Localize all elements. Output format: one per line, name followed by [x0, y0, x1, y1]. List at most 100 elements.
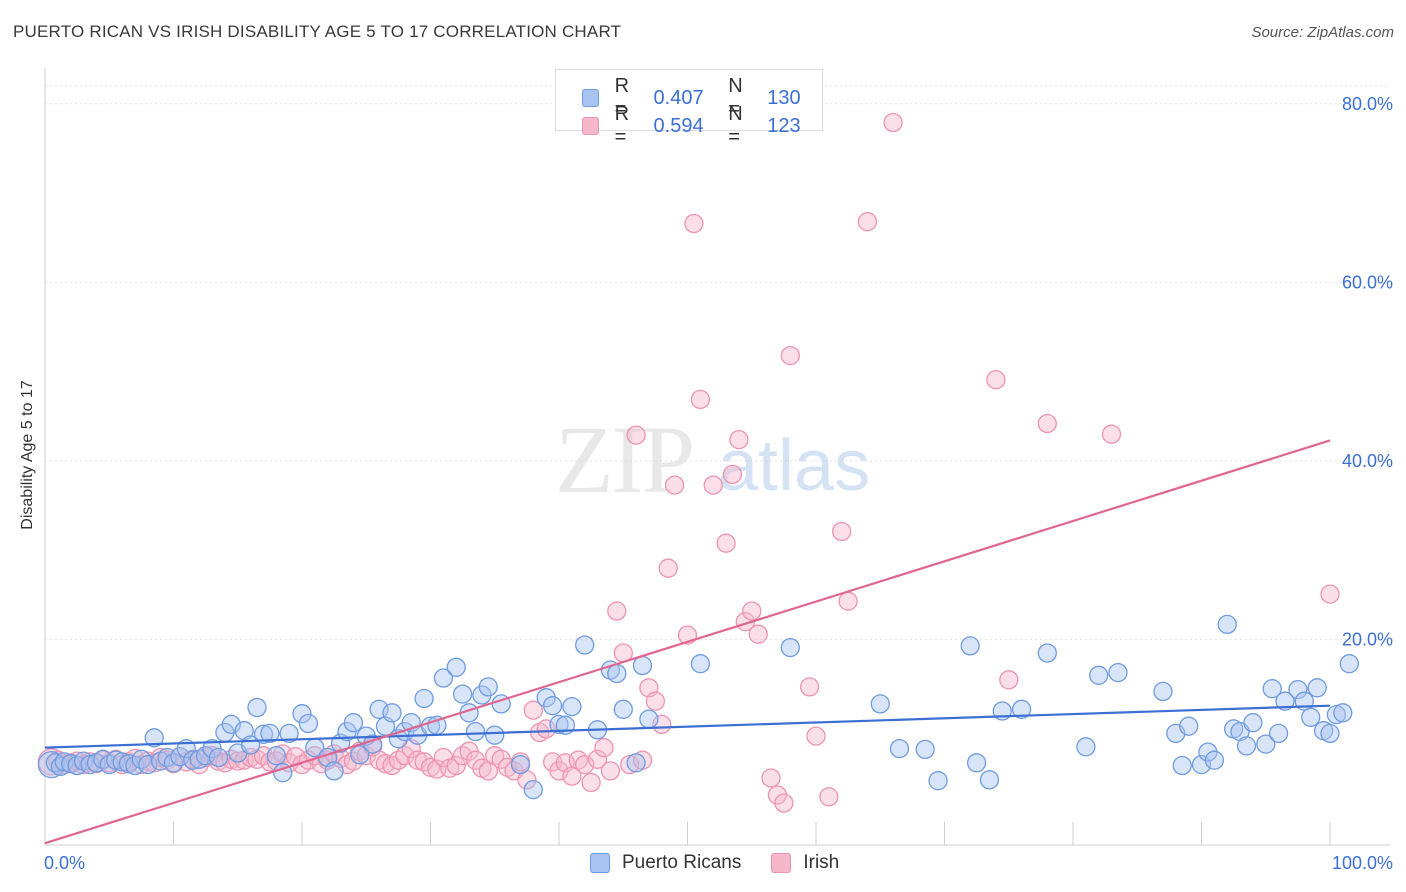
data-point [889, 738, 910, 759]
trend-lines [44, 439, 1331, 845]
legend-r-value: 0.407 [653, 86, 704, 109]
trend-line-irish [44, 439, 1331, 845]
data-point [253, 724, 274, 744]
y-axis-label: Disability Age 5 to 17 [19, 380, 36, 530]
data-point [1288, 679, 1308, 700]
data-point [639, 709, 659, 729]
data-point [986, 370, 1006, 390]
data-point [1153, 681, 1173, 702]
data-point [645, 691, 666, 711]
data-point [279, 723, 299, 744]
series-swatch-pink [771, 853, 792, 873]
gridlines [44, 68, 1390, 846]
data-point [1301, 707, 1321, 727]
data-point [838, 591, 858, 611]
y-tick-label: 40.0% [1342, 451, 1393, 471]
data-point [485, 725, 505, 745]
data-point [832, 521, 852, 542]
data-point [343, 713, 364, 733]
legend-n-value: 123 [767, 114, 801, 137]
legend-swatch-pink [582, 117, 599, 135]
data-point [607, 663, 627, 684]
data-point [208, 747, 229, 768]
data-point [761, 768, 781, 788]
data-point [774, 793, 794, 813]
data-point [247, 697, 267, 718]
data-point [600, 761, 621, 781]
legend-n-label: N = [728, 75, 743, 120]
data-point [1172, 755, 1192, 776]
data-point [928, 771, 948, 791]
watermark-atlas: atlas [718, 426, 870, 506]
data-point [999, 670, 1019, 690]
legend-n-value: 130 [767, 86, 801, 109]
data-point [613, 699, 633, 719]
correlation-legend: R = 0.407 N = 130 R = 0.594 N = 123 [555, 69, 823, 148]
data-point [1179, 716, 1199, 736]
data-point [510, 754, 531, 775]
data-point [183, 750, 203, 770]
legend-r-label: R = [614, 103, 630, 148]
data-point [575, 754, 595, 775]
watermark: ZIP atlas [555, 406, 870, 513]
data-point [1076, 737, 1096, 757]
data-point [1037, 413, 1057, 434]
data-point [1236, 736, 1257, 756]
data-point [857, 212, 878, 232]
data-point [581, 772, 601, 793]
data-point [1204, 750, 1225, 770]
data-point [870, 694, 890, 714]
chart-title: PUERTO RICAN VS IRISH DISABILITY AGE 5 T… [13, 22, 622, 41]
x-tick-label: 0.0% [44, 853, 85, 873]
data-point [1037, 643, 1057, 663]
x-axis-ticks [173, 822, 1331, 845]
data-point [960, 636, 980, 656]
data-point [979, 770, 1000, 790]
series-legend-irish: Irish [771, 852, 839, 874]
data-point [1101, 424, 1122, 444]
data-point [799, 677, 820, 697]
data-point [1108, 662, 1128, 683]
data-point [465, 721, 486, 742]
data-point [452, 684, 473, 704]
data-point [292, 704, 312, 724]
data-point [1256, 734, 1276, 754]
data-point [684, 213, 704, 234]
puerto-rican-points [37, 614, 1359, 800]
data-point [446, 657, 466, 677]
data-point [1011, 699, 1032, 719]
legend-r-label: R = [614, 75, 630, 120]
data-point [350, 745, 370, 765]
legend-r-value: 0.594 [653, 114, 704, 137]
data-point [780, 345, 800, 366]
data-point [536, 719, 556, 739]
data-point [806, 726, 826, 746]
x-tick-label: 100.0% [1332, 853, 1393, 873]
data-point [607, 601, 627, 621]
data-point [748, 624, 768, 644]
data-point [298, 713, 319, 734]
series-legend-puerto-ricans: Puerto Ricans [590, 852, 741, 874]
data-point [883, 112, 903, 133]
data-point [1320, 723, 1340, 744]
source-label: Source: ZipAtlas.com [1251, 24, 1394, 41]
data-point [626, 753, 646, 773]
data-point [234, 721, 254, 741]
data-point [632, 655, 653, 676]
x-axis-tick-labels: 0.0% 100.0% [44, 853, 1393, 873]
data-point [664, 475, 685, 495]
trend-line-puerto-ricans [44, 704, 1331, 749]
legend-n-label: N = [728, 103, 743, 148]
data-point [1307, 678, 1327, 698]
data-point [1320, 584, 1340, 604]
data-point [542, 696, 563, 716]
data-point [690, 389, 711, 410]
y-tick-label: 80.0% [1342, 94, 1393, 114]
legend-row-irish: R = 0.594 N = 123 [582, 103, 822, 149]
y-axis-tick-labels: 20.0% 40.0% 60.0% 80.0% [1342, 94, 1393, 650]
data-point [1339, 654, 1359, 674]
data-point [575, 635, 595, 655]
data-point [780, 637, 800, 658]
data-point [266, 746, 286, 766]
